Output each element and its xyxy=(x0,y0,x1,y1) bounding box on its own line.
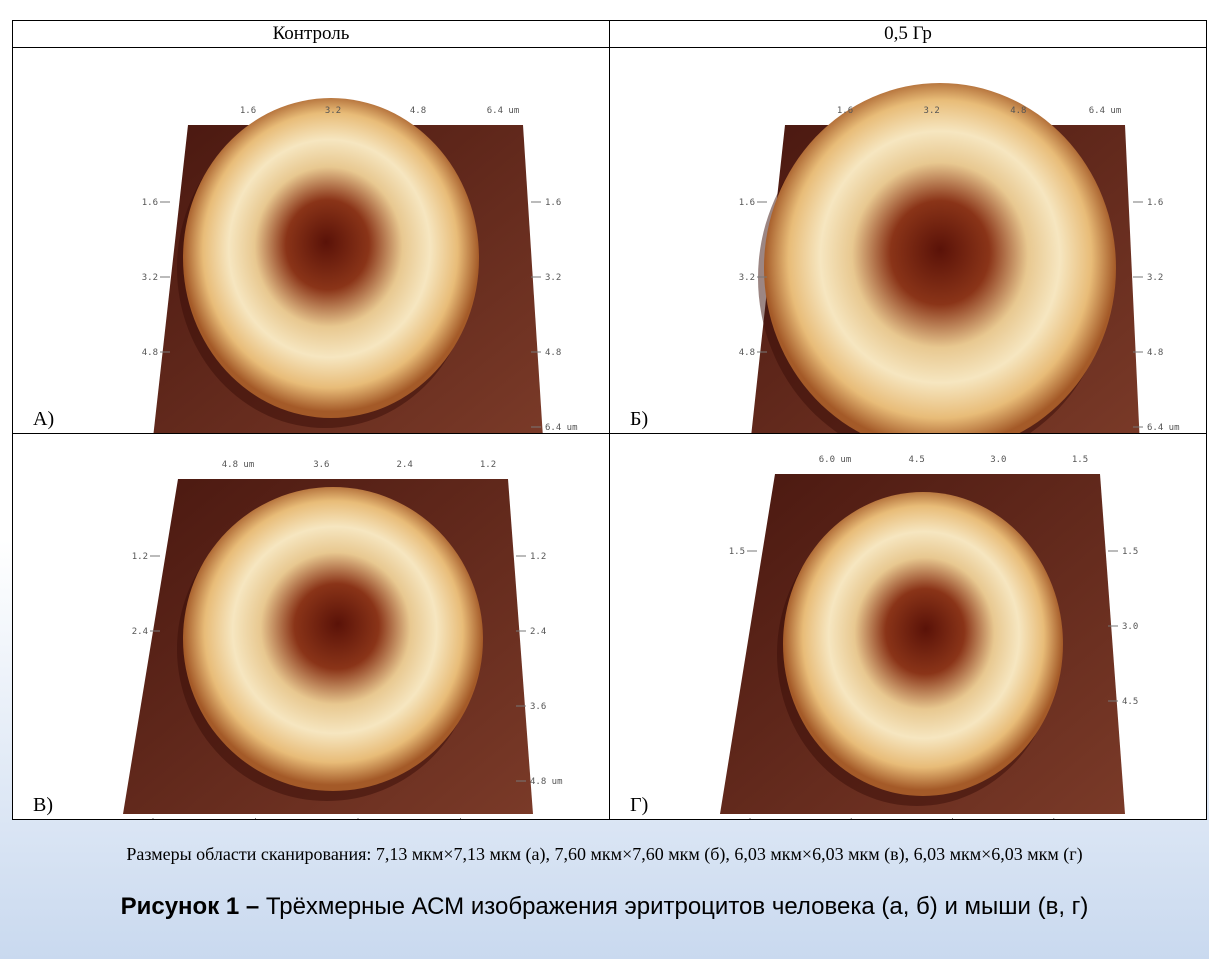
column-header: 0,5 Гр xyxy=(610,21,1207,48)
axis-tick-label: 4.5 xyxy=(1122,697,1138,707)
axis-tick-label: 3.2 xyxy=(739,273,755,283)
axis-tick-label: 3.6 xyxy=(530,702,546,712)
axis-tick-label: 3.2 xyxy=(325,106,341,116)
axis-tick-label: 1.6 xyxy=(142,198,158,208)
axis-tick-label: 4.8 xyxy=(1010,106,1026,116)
afm-image: 6.0 um 4.5 3.0 1.5 1.5 1.5 3.0 4.5 xyxy=(610,434,1205,819)
axis-tick-label: 4.5 xyxy=(909,455,925,465)
axis-tick-label: 3.0 xyxy=(1122,622,1138,632)
afm-image: 4.8 um 3.6 2.4 1.2 1.2 2.4 1.2 2.4 3.6 4.8 um xyxy=(13,434,608,819)
axis-tick-label: 1.6 xyxy=(739,198,755,208)
axis-tick-label: 1.5 xyxy=(729,547,745,557)
afm-image: 1.6 3.2 4.8 6.4 um 1.6 3.2 4.8 1.6 3.2 4.8 6.4 um xyxy=(13,48,608,433)
axis-tick-label: 2.4 xyxy=(132,627,148,637)
panel-cell: 4.8 um 3.6 2.4 1.2 1.2 2.4 1.2 2.4 3.6 4.8 um В) xyxy=(13,434,610,820)
figure-title: Рисунок 1 – Трёхмерные АСМ изображения э… xyxy=(0,893,1209,921)
axis-tick-label: 4.8 xyxy=(1147,348,1163,358)
axis-tick-label: 4.8 xyxy=(410,106,426,116)
panel-label: А) xyxy=(33,408,54,431)
axis-tick-label: 6.4 um xyxy=(487,106,520,116)
axis-tick-label: 3.2 xyxy=(545,273,561,283)
axis-tick-label: 3.2 xyxy=(1147,273,1163,283)
panel-label: Б) xyxy=(630,408,648,431)
panel-cell: 6.0 um 4.5 3.0 1.5 1.5 1.5 3.0 4.5 Г) xyxy=(610,434,1207,820)
axis-tick-label: 1.6 xyxy=(240,106,256,116)
axis-tick-label: 4.8 um xyxy=(530,777,563,787)
erythrocyte xyxy=(183,487,483,791)
panel-label: В) xyxy=(33,794,53,817)
axis-tick-label: 1.2 xyxy=(480,460,496,470)
axis-tick-label: 3.2 xyxy=(142,273,158,283)
axis-tick-label: 4.8 um xyxy=(222,460,255,470)
erythrocyte xyxy=(783,492,1063,796)
axis-tick-label: 1.5 xyxy=(1122,547,1138,557)
axis-tick-label: 2.4 xyxy=(530,627,546,637)
panel-label: Г) xyxy=(630,794,648,817)
axis-tick-label: 6.4 um xyxy=(1147,423,1180,433)
figure-number: Рисунок 1 – xyxy=(121,893,260,920)
axis-tick-label: 4.8 xyxy=(142,348,158,358)
axis-tick-label: 1.2 xyxy=(132,552,148,562)
axis-tick-label: 1.2 xyxy=(530,552,546,562)
page: Контроль0,5 Гр 1.63.24.86.4 um1.63.24.81… xyxy=(0,0,1209,959)
axis-tick-label: 4.8 xyxy=(739,348,755,358)
erythrocyte xyxy=(183,98,479,418)
axis-tick-label: 6.4 um xyxy=(1089,106,1122,116)
axis-tick-label: 3.6 xyxy=(313,460,329,470)
axis-tick-label: 6.0 um xyxy=(819,455,852,465)
column-header: Контроль xyxy=(13,21,610,48)
axis-tick-label: 3.0 xyxy=(990,455,1006,465)
figure-text: Трёхмерные АСМ изображения эритроцитов ч… xyxy=(266,893,1089,920)
axis-tick-label: 1.5 xyxy=(1072,455,1088,465)
axis-tick-label: 2.4 xyxy=(397,460,413,470)
axis-tick-label: 1.6 xyxy=(837,106,853,116)
axis-tick-label: 6.4 um xyxy=(545,423,578,433)
axis-tick-label: 3.2 xyxy=(924,106,940,116)
axis-tick-label: 1.6 xyxy=(545,198,561,208)
axis-tick-label: 4.8 xyxy=(545,348,561,358)
axis-tick-label: 1.6 xyxy=(1147,198,1163,208)
panel-cell: 1.6 3.2 4.8 6.4 um 1.6 3.2 4.8 1.6 3.2 4.8 6.4 um А… xyxy=(13,48,610,434)
caption: Размеры области сканирования: 7,13 мкм×7… xyxy=(0,843,1209,865)
afm-image: 1.6 3.2 4.8 6.4 um 1.6 3.2 4.8 1.6 3.2 4.8 6.4 um xyxy=(610,48,1205,433)
panel-cell: 1.6 3.2 4.8 6.4 um 1.6 3.2 4.8 1.6 3.2 4.8 6.4 um Б… xyxy=(610,48,1207,434)
